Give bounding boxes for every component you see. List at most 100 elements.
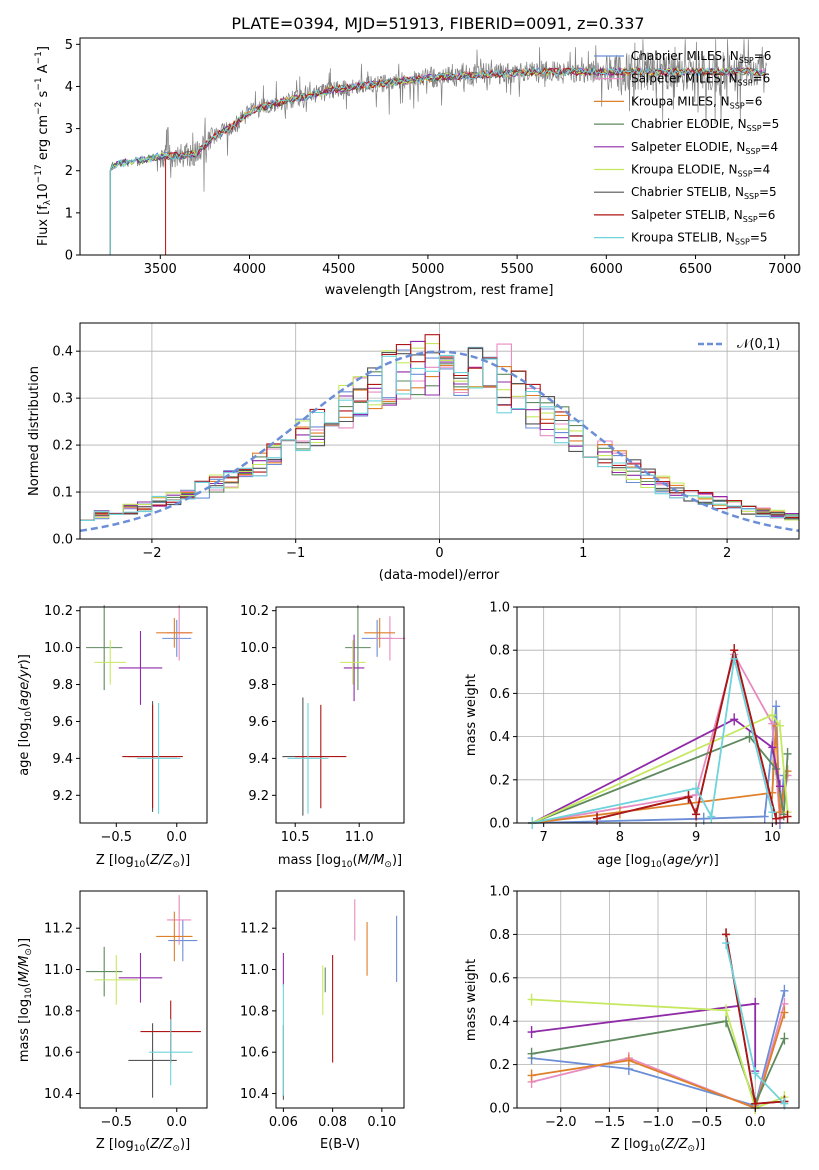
mass-vs-Z-ytick-label: 10.8: [44, 1004, 73, 1019]
mass-weight-vs-age-ytick-label: 0.6: [489, 687, 510, 702]
age-vs-mass-ytick-label: 9.8: [248, 678, 269, 693]
age-vs-mass-ytick-label: 9.6: [248, 715, 269, 730]
age-vs-Z-xlabel: Z [log10(Z/Z⊙)]: [96, 853, 190, 870]
mass-weight-vs-age-xlabel: age [log10(age/yr)]: [597, 853, 719, 870]
age-vs-Z-ylabel: age [log10(age/yr)]: [17, 654, 34, 776]
spectrum-xtick-label: 3500: [144, 262, 177, 277]
mass-weight-vs-Z-line-1: [531, 1003, 786, 1110]
mass-vs-ebv-xtick-label: 0.08: [318, 1115, 347, 1130]
legend-label-3: Chabrier ELODIE, NSSP=5: [631, 117, 779, 133]
age-vs-Z-xtick-label: 0.0: [166, 830, 187, 845]
spectrum-panel: 3500 4000 4500 5000 5500 6000 6500 7000 0 1 2 3 4 5 w…: [34, 37, 801, 298]
mass-weight-vs-Z-line-0: [531, 990, 786, 1107]
mass-vs-Z-panel: −0.5 0.0 10.4 10.6 10.8 11.0 11.2 Z [log10(Z/Z…: [17, 890, 208, 1154]
mass-weight-vs-age-xtick-label: 9: [692, 830, 700, 845]
mass-weight-vs-age-panel: 7 8 9 10 0.0 0.2 0.4 0.6 0.8 1.0 age [log10(age/y…: [464, 601, 800, 870]
residuals-xtick-label: 0: [435, 546, 443, 561]
mass-weight-vs-Z-ylabel: mass weight: [464, 959, 479, 1041]
residuals-ytick-label: 0.0: [52, 533, 73, 548]
mass-weight-vs-Z-xtick-label: −0.5: [691, 1115, 723, 1130]
age-vs-mass-xlabel: mass [log10(M/M⊙)]: [278, 853, 402, 870]
mass-weight-vs-Z-ytick-label: 0.8: [489, 928, 510, 943]
spectrum-ytick-label: 5: [65, 38, 73, 53]
age-vs-mass-xtick-label: 11.0: [345, 830, 374, 845]
mass-weight-vs-Z-xlabel: Z [log10(Z/Z⊙)]: [611, 1137, 705, 1154]
legend-label-2: Kroupa MILES, NSSP=6: [631, 94, 762, 110]
mass-weight-vs-Z-xtick-label: −2.0: [545, 1115, 577, 1130]
legend-label-6: Chabrier STELIB, NSSP=5: [631, 185, 777, 201]
mass-weight-vs-age-xtick-label: 10: [764, 830, 781, 845]
age-vs-mass-ytick-label: 10.2: [240, 604, 269, 619]
mass-vs-Z-ytick-label: 11.2: [44, 922, 73, 937]
mass-vs-ebv-xlabel: E(B-V): [320, 1137, 360, 1152]
age-vs-Z-ytick-label: 10.0: [44, 641, 73, 656]
mass-weight-vs-age-line-5: [531, 713, 789, 824]
mass-weight-vs-Z-xtick-label: −1.0: [642, 1115, 674, 1130]
residuals-xtick-label: 1: [579, 546, 587, 561]
mass-vs-Z-ytick-label: 10.6: [44, 1046, 73, 1061]
spectrum-ytick-label: 2: [65, 164, 73, 179]
mass-weight-vs-age-line-7: [596, 649, 788, 820]
mass-vs-Z-axes-frame: [79, 890, 208, 1109]
mass-vs-Z-ytick-label: 10.4: [44, 1087, 73, 1102]
age-vs-mass-xtick-label: 10.5: [281, 830, 310, 845]
residuals-xlabel: (data-model)/error: [379, 568, 500, 583]
legend-label-8: Kroupa STELIB, NSSP=5: [631, 231, 768, 247]
mass-vs-Z-ytick-label: 11.0: [44, 963, 73, 978]
spectrum-xtick-label: 5500: [501, 262, 534, 277]
mass-weight-vs-age-ytick-label: 0.2: [489, 773, 510, 788]
age-vs-mass-ytick-label: 9.4: [248, 752, 269, 767]
mass-vs-ebv-xtick-label: 0.10: [367, 1115, 396, 1130]
residuals-panel: −2 −1 0 1 2 0.0 0.1 0.2 0.3 0.4 (data-model)/erro…: [27, 322, 800, 583]
spectrum-ytick-label: 4: [65, 80, 73, 95]
residuals-xtick-label: −2: [142, 546, 161, 561]
residuals-ytick-label: 0.1: [52, 486, 73, 501]
legend-label-1: Salpeter MILES, NSSP=6: [631, 72, 770, 88]
spectrum-ytick-label: 3: [65, 122, 73, 137]
mass-weight-vs-Z-ytick-label: 0.6: [489, 971, 510, 986]
mass-vs-Z-xtick-label: −0.5: [100, 1115, 132, 1130]
spectrum-ylabel: Flux [fλ10−17 erg cm−2 s−1 A−1]: [34, 46, 53, 246]
spectrum-xtick-label: 4500: [322, 262, 355, 277]
mass-weight-vs-Z-ytick-label: 1.0: [489, 885, 510, 900]
residuals-xtick-label: 2: [723, 546, 731, 561]
mass-vs-Z-xtick-label: 0.0: [166, 1115, 187, 1130]
mass-vs-ebv-xtick-label: 0.06: [269, 1115, 298, 1130]
mass-weight-vs-Z-ytick-label: 0.2: [489, 1058, 510, 1073]
age-vs-Z-ytick-label: 9.4: [52, 752, 73, 767]
mass-weight-vs-age-ytick-label: 0.0: [489, 817, 510, 832]
spectrum-xtick-label: 7000: [768, 262, 801, 277]
age-vs-Z-ytick-label: 9.2: [52, 789, 73, 804]
spectrum-axes-frame: [79, 37, 800, 256]
mass-weight-vs-age-xtick-label: 7: [540, 830, 548, 845]
mass-vs-ebv-ytick-label: 10.8: [240, 1004, 269, 1019]
mass-vs-ebv-axes-frame: [275, 890, 405, 1109]
mass-weight-vs-Z-ytick-label: 0.4: [489, 1015, 510, 1030]
mass-weight-vs-Z-xtick-label: −1.5: [594, 1115, 626, 1130]
residual-histogram-8: [80, 354, 799, 521]
age-vs-Z-ytick-label: 10.2: [44, 604, 73, 619]
spectrum-xtick-label: 5000: [411, 262, 444, 277]
mass-weight-vs-Z-ytick-label: 0.0: [489, 1102, 510, 1117]
spectrum-xlabel: wavelength [Angstrom, rest frame]: [325, 283, 554, 298]
spectrum-xtick-label: 6000: [590, 262, 623, 277]
legend-label-4: Salpeter ELODIE, NSSP=4: [631, 140, 778, 156]
mass-vs-ebv-ytick-label: 10.4: [240, 1087, 269, 1102]
model-spectrum-8: [109, 66, 766, 255]
mass-vs-ebv-ytick-label: 10.6: [240, 1046, 269, 1061]
mass-vs-ebv-panel: 0.06 0.08 0.10 10.4 10.6 10.8 11.0 11.2 E(B-V): [240, 890, 405, 1152]
age-vs-Z-ytick-label: 9.8: [52, 678, 73, 693]
residuals-ytick-label: 0.4: [52, 345, 73, 360]
residuals-xtick-label: −1: [286, 546, 305, 561]
mass-weight-vs-Z-line-2: [531, 1012, 786, 1110]
normal-distribution-curve: [79, 350, 800, 533]
mass-weight-vs-age-ytick-label: 0.8: [489, 644, 510, 659]
mass-weight-vs-age-xtick-label: 8: [616, 830, 624, 845]
age-vs-mass-ytick-label: 9.2: [248, 789, 269, 804]
mass-weight-vs-Z-xtick-label: 0.0: [745, 1115, 766, 1130]
legend-label-7: Salpeter STELIB, NSSP=6: [631, 208, 775, 224]
age-vs-mass-ytick-label: 10.0: [240, 641, 269, 656]
mass-vs-ebv-ytick-label: 11.0: [240, 963, 269, 978]
residuals-ytick-label: 0.2: [52, 439, 73, 454]
